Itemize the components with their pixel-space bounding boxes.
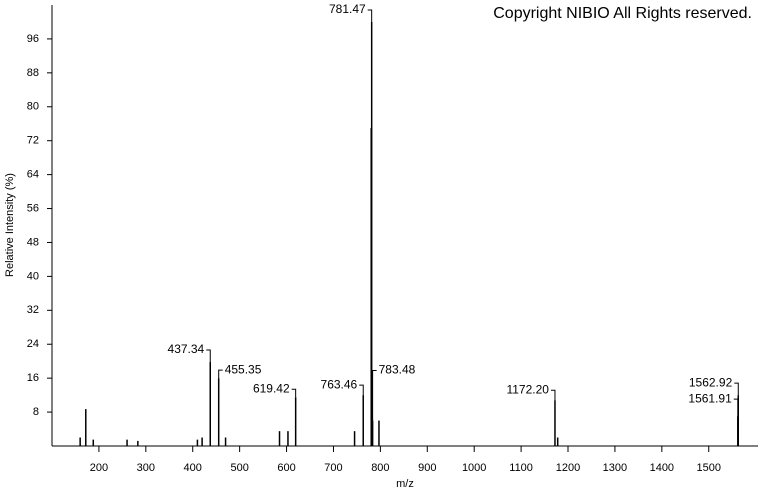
y-tick-label: 80: [27, 101, 39, 113]
label-leader: [372, 370, 377, 421]
x-tick-label: 200: [90, 462, 108, 474]
y-tick-label: 16: [27, 372, 39, 384]
y-tick-label: 56: [27, 202, 39, 214]
peak-label: 1562.92: [689, 375, 733, 389]
x-tick-label: 500: [230, 462, 248, 474]
y-tick-label: 32: [27, 304, 39, 316]
label-leader: [734, 382, 739, 396]
y-axis-title: Relative Intensity (%): [4, 173, 16, 277]
peak-label: 455.35: [225, 362, 262, 376]
label-leader: [291, 388, 297, 398]
y-tick-label: 96: [27, 33, 39, 45]
y-tick-label: 64: [27, 169, 39, 181]
peak-label: 763.46: [321, 377, 358, 391]
copyright: Copyright NIBIO All Rights reserved.: [493, 5, 752, 22]
y-tick-label: 24: [27, 338, 39, 350]
x-tick-label: 800: [371, 462, 389, 474]
x-tick-label: 1200: [556, 462, 580, 474]
peak-label: 1172.20: [506, 382, 549, 396]
peak-label: 1561.91: [688, 391, 732, 405]
peak-label: 619.42: [253, 381, 290, 395]
x-tick-label: 900: [418, 462, 436, 474]
y-tick-label: 8: [33, 406, 39, 418]
label-leader: [206, 349, 211, 363]
y-tick-label: 40: [27, 270, 39, 282]
label-leader: [733, 398, 739, 417]
x-tick-label: 1000: [462, 462, 486, 474]
label-leader: [367, 9, 373, 22]
peak-label: 781.47: [329, 2, 366, 16]
label-leader: [550, 389, 556, 401]
y-tick-label: 88: [27, 67, 39, 79]
label-leader: [218, 369, 223, 379]
x-tick-label: 400: [184, 462, 202, 474]
x-tick-label: 1100: [509, 462, 533, 474]
x-tick-label: 700: [324, 462, 342, 474]
x-tick-label: 300: [137, 462, 155, 474]
x-tick-label: 1500: [697, 462, 721, 474]
y-tick-label: 72: [27, 135, 39, 147]
x-tick-label: 1400: [650, 462, 674, 474]
x-axis-title: m/z: [396, 478, 414, 490]
label-leader: [359, 384, 364, 396]
peak-label: 783.48: [379, 363, 416, 377]
y-tick-label: 48: [27, 236, 39, 248]
x-tick-label: 1300: [603, 462, 627, 474]
x-tick-label: 600: [277, 462, 295, 474]
peak-label: 437.34: [168, 342, 205, 356]
